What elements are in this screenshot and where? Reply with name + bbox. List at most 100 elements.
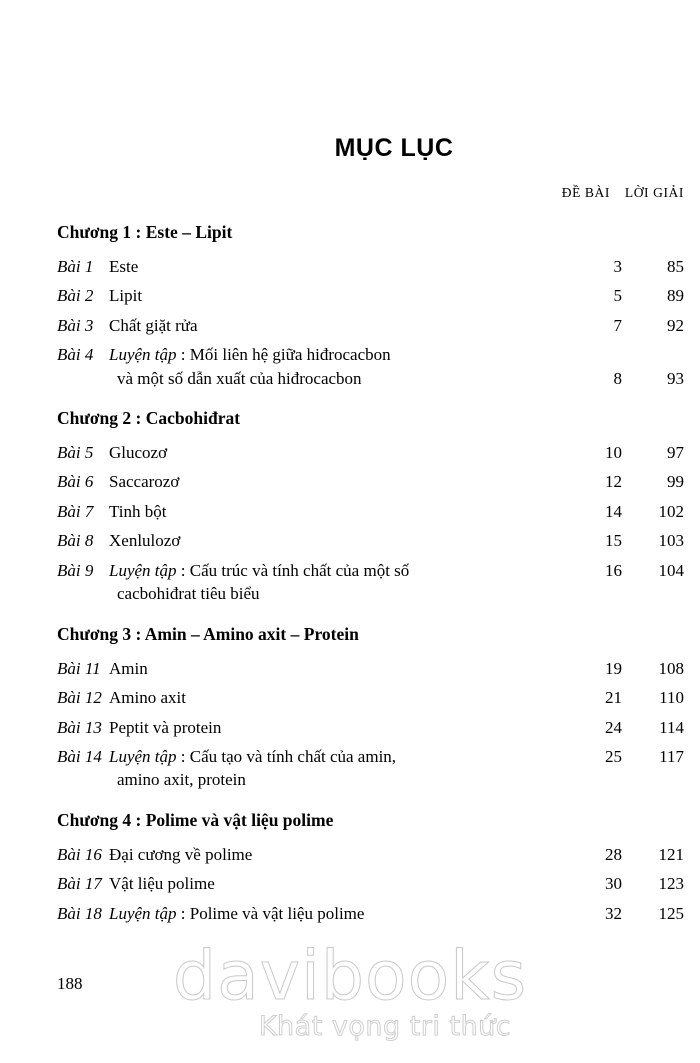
toc-entry-problem-page: 32 xyxy=(605,903,622,923)
toc-entry[interactable]: Bài 2 Lipit 5 89 xyxy=(57,284,684,307)
toc-entry-text: Bài 5 Glucozơ xyxy=(57,441,560,464)
toc-entry-number: Bài 16 xyxy=(57,844,102,864)
toc-entry-title: : Mối liên hệ giữa hiđrocacbon xyxy=(180,345,391,365)
toc-entry[interactable]: Bài 4 Luyện tập : Mối liên hệ giữa hiđroc… xyxy=(57,343,684,390)
toc-entry[interactable]: Bài 17 Vật liệu polime 30 123 xyxy=(57,872,684,895)
toc-entry-text: Bài 2 Lipit xyxy=(57,284,560,307)
toc-entry-solution-page: 123 xyxy=(658,874,685,894)
column-headers: ĐỀ BÀI LỜI GIẢI xyxy=(0,185,700,205)
toc-entry-solution-page: 103 xyxy=(658,531,685,551)
column-header-problems: ĐỀ BÀI xyxy=(561,185,610,200)
toc-entry[interactable]: Bài 13 Peptit và protein 24 114 xyxy=(57,716,684,739)
toc-entry-number: Bài 3 xyxy=(57,315,94,335)
toc-entry-text: Bài 16 Đại cương về polime xyxy=(57,843,560,866)
toc-entry-line-2: amino axit, protein xyxy=(117,770,246,790)
toc-entry-number: Bài 18 xyxy=(57,903,102,923)
watermark-tagline: Khát vọng tri thức xyxy=(258,1010,512,1042)
toc-entry[interactable]: Bài 18 Luyện tập : Polime và vật liệu pol… xyxy=(57,902,684,925)
toc-entry-line-1: Bài 5 Glucozơ xyxy=(57,441,560,464)
toc-entry-solution-page: 102 xyxy=(658,501,685,521)
toc-entry-text: Bài 1 Este xyxy=(57,255,560,278)
toc-entry-title: Amin xyxy=(109,658,148,678)
page-title: MỤC LỤC xyxy=(334,134,454,162)
toc-entry[interactable]: Bài 16 Đại cương về polime 28 121 xyxy=(57,843,684,866)
toc-entry[interactable]: Bài 6 Saccarozơ 12 99 xyxy=(57,470,684,493)
toc-entry-solution-page: 110 xyxy=(659,688,684,708)
toc-entry-number: Bài 8 xyxy=(57,531,94,551)
toc-entry-title: Xenlulozơ xyxy=(109,531,181,551)
toc-entry-solution-page: 99 xyxy=(667,472,684,492)
toc-entry-line-1: Bài 9 Luyện tập : Cấu trúc và tính chất c… xyxy=(57,559,560,582)
toc-entry-prefix: Luyện tập xyxy=(109,746,177,766)
toc-entry-text: Bài 3 Chất giặt rửa xyxy=(57,314,560,337)
toc-entry-solution-page: 104 xyxy=(658,560,685,580)
toc-entry-solution-page: 97 xyxy=(667,443,684,463)
toc-entry-solution-page: 114 xyxy=(659,717,684,737)
toc-entry-problem-page: 19 xyxy=(605,658,622,678)
toc-entry-problem-page: 16 xyxy=(605,560,622,580)
toc-contents: Chương 1 : Este – Lipit Bài 1 Este 3 85 Bài 2… xyxy=(57,222,684,931)
toc-entry-line-1: Bài 6 Saccarozơ xyxy=(57,470,560,493)
chapter-section: Chương 2 : Cacbohiđrat Bài 5 Glucozơ 10 97 Bà… xyxy=(57,408,684,606)
toc-entry-problem-page: 14 xyxy=(605,501,622,521)
toc-entry-line-2: cacbohiđrat tiêu biểu xyxy=(117,584,260,604)
toc-entry-number: Bài 2 xyxy=(57,286,94,306)
toc-entry-text: Bài 17 Vật liệu polime xyxy=(57,872,560,895)
chapter-heading: Chương 3 : Amin – Amino axit – Protein xyxy=(57,623,359,644)
toc-entry-text: Bài 9 Luyện tập : Cấu trúc và tính chất c… xyxy=(57,559,560,606)
toc-entry-title: Saccarozơ xyxy=(109,472,180,492)
toc-entry[interactable]: Bài 9 Luyện tập : Cấu trúc và tính chất c… xyxy=(57,559,684,606)
toc-entry-line-1: Bài 17 Vật liệu polime xyxy=(57,872,560,895)
watermark: davibooks Khát vọng tri thức xyxy=(0,942,700,1042)
toc-entry-line-1: Bài 11 Amin xyxy=(57,657,560,680)
toc-entry-problem-page: 21 xyxy=(605,688,622,708)
toc-entry-text: Bài 4 Luyện tập : Mối liên hệ giữa hiđroc… xyxy=(57,343,560,390)
toc-entry-prefix: Luyện tập xyxy=(109,903,177,923)
toc-entry[interactable]: Bài 14 Luyện tập : Cấu tạo và tính chất c… xyxy=(57,745,684,792)
toc-entry-solution-page: 85 xyxy=(667,256,684,276)
chapter-section: Chương 4 : Polime và vật liệu polime Bài … xyxy=(57,810,684,925)
toc-entry-title: Tinh bột xyxy=(109,501,167,521)
toc-entry-title: Glucozơ xyxy=(109,443,168,463)
column-header-solutions: LỜI GIẢI xyxy=(624,185,684,200)
toc-entry-solution-page: 92 xyxy=(667,315,684,335)
toc-entry[interactable]: Bài 8 Xenlulozơ 15 103 xyxy=(57,529,684,552)
toc-entry-number: Bài 9 xyxy=(57,560,94,580)
toc-entry[interactable]: Bài 1 Este 3 85 xyxy=(57,255,684,278)
toc-entry-line-1: Bài 3 Chất giặt rửa xyxy=(57,314,560,337)
toc-entry-line-1: Bài 8 Xenlulozơ xyxy=(57,529,560,552)
toc-entry-solution-page: 89 xyxy=(667,286,684,306)
toc-entry[interactable]: Bài 5 Glucozơ 10 97 xyxy=(57,441,684,464)
toc-entry-line-1: Bài 12 Amino axit xyxy=(57,686,560,709)
toc-entry[interactable]: Bài 7 Tinh bột 14 102 xyxy=(57,500,684,523)
toc-entry-problem-page: 5 xyxy=(613,286,623,306)
toc-entry-title: : Polime và vật liệu polime xyxy=(180,903,365,923)
toc-entry-title: Đại cương về polime xyxy=(109,844,253,864)
toc-entry[interactable]: Bài 12 Amino axit 21 110 xyxy=(57,686,684,709)
toc-entry-text: Bài 12 Amino axit xyxy=(57,686,560,709)
toc-entry-number: Bài 5 xyxy=(57,443,94,463)
toc-entry-title: Peptit và protein xyxy=(109,717,222,737)
toc-entry-line-1: Bài 2 Lipit xyxy=(57,284,560,307)
toc-entry-problem-page: 28 xyxy=(605,844,622,864)
toc-entry-text: Bài 13 Peptit và protein xyxy=(57,716,560,739)
toc-entry[interactable]: Bài 11 Amin 19 108 xyxy=(57,657,684,680)
toc-entry-line-1: Bài 4 Luyện tập : Mối liên hệ giữa hiđroc… xyxy=(57,343,560,366)
toc-entry-number: Bài 12 xyxy=(57,688,102,708)
toc-entry[interactable]: Bài 3 Chất giặt rửa 7 92 xyxy=(57,314,684,337)
chapter-section: Chương 1 : Este – Lipit Bài 1 Este 3 85 Bài 2… xyxy=(57,222,684,390)
toc-entry-problem-page: 8 xyxy=(613,368,623,388)
toc-entry-solution-page: 121 xyxy=(658,844,685,864)
chapter-section: Chương 3 : Amin – Amino axit – Protein Bà… xyxy=(57,624,684,792)
toc-entry-title: Este xyxy=(109,256,139,276)
toc-entry-title: Vật liệu polime xyxy=(109,874,215,894)
toc-entry-number: Bài 11 xyxy=(57,658,101,678)
toc-entry-number: Bài 13 xyxy=(57,717,102,737)
chapter-heading: Chương 4 : Polime và vật liệu polime xyxy=(57,809,334,830)
toc-entry-number: Bài 14 xyxy=(57,746,102,766)
toc-entry-text: Bài 8 Xenlulozơ xyxy=(57,529,560,552)
toc-entry-solution-page: 93 xyxy=(667,368,684,388)
toc-entry-number: Bài 7 xyxy=(57,501,94,521)
toc-entry-problem-page: 24 xyxy=(605,717,622,737)
toc-entry-problem-page: 7 xyxy=(613,315,623,335)
